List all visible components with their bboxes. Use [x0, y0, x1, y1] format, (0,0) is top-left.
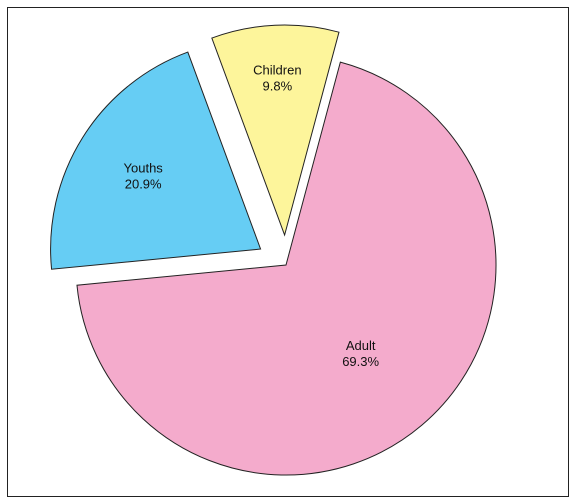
slice-value-adult: 69.3% [342, 354, 379, 369]
slice-label-children: Children [253, 63, 301, 78]
pie-slice-children [211, 24, 340, 237]
pie-slice-adult [76, 61, 497, 476]
slice-label-youths: Youths [124, 160, 164, 175]
pie-slice-youths [50, 51, 262, 270]
pie-slices [50, 24, 497, 476]
slice-value-children: 9.8% [263, 79, 293, 94]
slice-value-youths: 20.9% [125, 176, 162, 191]
slice-label-adult: Adult [346, 338, 376, 353]
